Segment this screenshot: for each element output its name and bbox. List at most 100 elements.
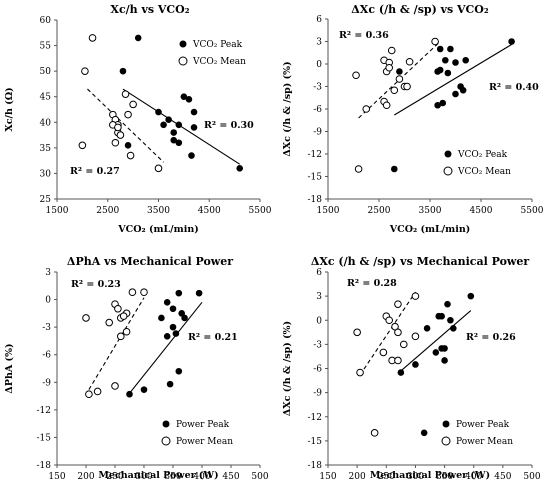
data-point-peak xyxy=(169,323,177,331)
data-point-peak xyxy=(169,305,177,313)
data-point-mean xyxy=(88,34,97,42)
data-point-mean xyxy=(431,37,439,46)
data-point-peak xyxy=(447,45,454,53)
data-point-peak xyxy=(438,312,445,320)
legend-label-peak: VCO₂ Peak xyxy=(457,150,508,160)
data-point-mean xyxy=(114,304,122,313)
y-tick-label: -18 xyxy=(308,461,323,471)
data-point-mean xyxy=(105,318,113,327)
x-tick-label: 4500 xyxy=(470,206,493,216)
data-point-peak xyxy=(126,390,133,398)
legend-marker-peak xyxy=(179,40,187,48)
data-point-peak xyxy=(452,90,459,98)
data-point-mean xyxy=(385,316,394,325)
legend-label-peak: Power Peak xyxy=(456,420,510,430)
y-tick-label: -3 xyxy=(313,340,322,350)
data-point-peak xyxy=(436,66,444,74)
data-point-peak xyxy=(175,139,183,147)
y-tick-label: 3 xyxy=(45,268,51,278)
y-tick-label: -6 xyxy=(313,105,322,115)
data-point-mean xyxy=(111,382,119,390)
y-tick-label: -3 xyxy=(42,323,51,333)
data-point-peak xyxy=(452,59,459,66)
y-tick-label: 6 xyxy=(316,268,322,278)
x-axis-label: Mechanical Power (W) xyxy=(370,470,490,481)
data-point-mean xyxy=(124,110,132,119)
chart-panel-xch-vs-vco2: Xc/h vs VCO₂ 25 30 35 40 45 50 55 60 1500 2500 3500… xyxy=(4,3,272,235)
fit-line-peak xyxy=(400,310,472,372)
legend-label-mean: VCO₂ Mean xyxy=(192,57,246,67)
x-tick-label: 450 xyxy=(494,472,511,482)
data-point-peak xyxy=(163,299,171,306)
x-tick-label: 200 xyxy=(349,472,366,482)
data-point-peak xyxy=(180,93,188,101)
x-tick-label: 5500 xyxy=(249,206,272,216)
y-tick-label: -9 xyxy=(313,389,322,399)
legend-marker-peak xyxy=(162,420,170,428)
data-point-peak xyxy=(170,129,178,136)
y-tick-label: -9 xyxy=(313,128,322,138)
r2-label-peak: R² = 0.26 xyxy=(466,332,516,343)
data-point-mean xyxy=(119,312,128,320)
data-point-peak xyxy=(441,357,448,364)
data-point-peak xyxy=(391,165,398,173)
data-point-peak xyxy=(450,324,457,332)
r2-label-mean: R² = 0.28 xyxy=(347,278,397,289)
y-tick-label: -15 xyxy=(308,437,323,447)
y-tick-label: -6 xyxy=(313,365,322,375)
y-tick-label: 40 xyxy=(40,118,52,128)
data-point-mean xyxy=(387,46,396,55)
legend-label-peak: VCO₂ Peak xyxy=(192,40,243,50)
data-point-peak xyxy=(397,369,405,376)
y-tick-label: 25 xyxy=(40,195,52,205)
y-tick-label: -6 xyxy=(42,351,51,361)
data-point-mean xyxy=(140,288,148,297)
data-point-mean xyxy=(394,328,402,337)
data-point-peak xyxy=(436,45,444,53)
x-tick-label: 2500 xyxy=(96,206,119,216)
data-point-mean xyxy=(370,429,379,437)
data-point-mean xyxy=(114,123,122,132)
data-point-peak xyxy=(467,292,475,300)
chart-panel-dxc-vs-vco2: ΔXc (/h & /sp) vs VCO₂ -18 -15 -12 -9 -6 -3 0 3 6… xyxy=(282,3,544,235)
data-point-peak xyxy=(119,67,127,75)
y-tick-label: 30 xyxy=(40,169,52,179)
data-point-mean xyxy=(399,340,408,349)
data-point-peak xyxy=(459,86,467,94)
data-point-mean xyxy=(93,387,102,396)
fit-line-mean xyxy=(88,297,145,390)
data-point-peak xyxy=(178,310,185,317)
chart-title: ΔXc (/h & /sp) vs VCO₂ xyxy=(351,3,489,16)
legend-label-mean: VCO₂ Mean xyxy=(457,167,511,177)
data-point-peak xyxy=(423,324,431,332)
x-tick-label: 350 xyxy=(436,472,453,482)
data-point-mean xyxy=(353,328,361,337)
r2-label-peak: R² = 0.30 xyxy=(204,120,254,131)
x-tick-label: 5500 xyxy=(521,206,544,216)
legend-marker-mean xyxy=(441,436,451,446)
x-tick-label: 300 xyxy=(407,472,424,482)
data-point-mean xyxy=(354,165,363,173)
data-point-mean xyxy=(356,368,364,377)
y-tick-label: -12 xyxy=(308,413,323,423)
y-tick-label: 60 xyxy=(40,16,52,26)
data-point-mean xyxy=(111,138,120,147)
data-point-mean xyxy=(116,131,125,139)
data-point-peak xyxy=(166,380,174,388)
data-point-mean xyxy=(362,105,371,113)
data-point-peak xyxy=(175,289,183,297)
x-tick-label: 1500 xyxy=(46,206,69,216)
data-point-peak xyxy=(439,99,447,107)
y-tick-label: -3 xyxy=(313,83,322,93)
chart-title: ΔXc (/h & /sp) vs Mechanical Power xyxy=(311,255,530,268)
data-point-peak xyxy=(172,330,180,337)
x-tick-label: 4500 xyxy=(198,206,221,216)
data-point-mean xyxy=(117,332,125,341)
y-axis-label: ΔXc (/h & /sp) (%) xyxy=(282,61,293,156)
data-point-mean xyxy=(154,164,163,173)
y-tick-label: -18 xyxy=(308,195,323,205)
fit-line-mean xyxy=(87,88,164,163)
data-point-peak xyxy=(134,34,142,42)
chart-panel-dxc-vs-power: ΔXc (/h & /sp) vs Mechanical Power -18 -15… xyxy=(282,255,541,482)
data-point-peak xyxy=(170,136,178,144)
